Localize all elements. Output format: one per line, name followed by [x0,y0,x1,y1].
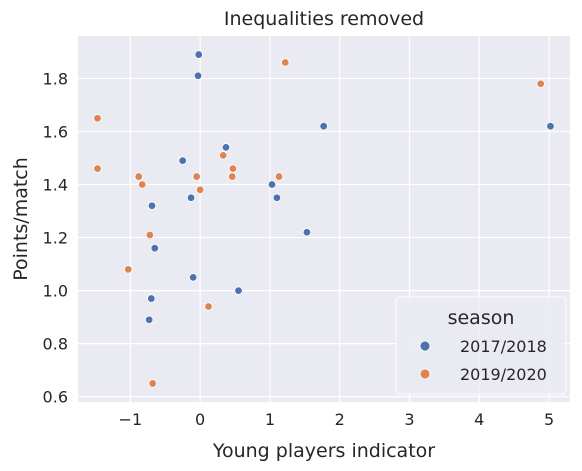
scatter-point-season-2017-2018 [193,71,203,80]
scatter-point-season-2019-2020 [195,185,205,195]
legend-box [395,296,567,395]
scatter-point-season-2019-2020 [204,302,213,311]
y-axis-label: Points/match [10,157,32,281]
x-tick-label: 3 [404,410,414,429]
scatter-point-season-2019-2020 [134,172,143,181]
scatter-point-season-2017-2018 [319,121,328,131]
scatter-point-season-2017-2018 [267,180,277,189]
x-tick-label: 4 [474,410,484,429]
y-tick-labels: 0.6 0.8 1.0 1.2 1.4 1.6 1.8 [43,69,68,406]
scatter-point-season-2019-2020 [218,151,228,160]
scatter-point-season-2019-2020 [148,379,157,388]
legend-marker [419,368,431,380]
x-axis-label: Young players indicator [212,440,435,462]
chart-title: Inequalities removed [224,8,424,30]
scatter-point-season-2019-2020 [228,164,238,173]
x-tick-label: 2 [335,410,345,429]
scatter-point-season-2019-2020 [145,230,155,240]
scatter-point-season-2019-2020 [192,172,201,181]
x-tick-labels: −1 0 1 2 3 4 5 [119,410,555,429]
y-tick-label: 1.4 [43,176,68,195]
grid-lines [78,36,570,402]
scatter-point-season-2019-2020 [93,114,102,123]
scatter-point-season-2019-2020 [228,172,237,181]
scatter-point-season-2017-2018 [188,273,198,282]
legend-marker [419,340,431,352]
y-tick-label: 0.6 [43,388,68,407]
legend: season 2017/2018 2019/2020 [395,296,567,395]
scatter-point-season-2019-2020 [536,79,545,88]
legend-label: 2019/2020 [460,365,547,384]
scatter-point-season-2019-2020 [281,58,290,67]
scatter-point-season-2017-2018 [272,193,282,202]
legend-label: 2017/2018 [460,337,547,356]
scatter-point-season-2017-2018 [144,315,154,324]
x-tick-label: 5 [544,410,554,429]
x-tick-label: 1 [265,410,275,429]
scatter-point-season-2017-2018 [147,201,157,210]
x-tick-label: −1 [119,410,143,429]
scatter-point-season-2017-2018 [302,228,312,237]
scatter-point-season-2017-2018 [178,156,187,165]
scatter-point-season-2017-2018 [186,193,196,202]
scatter-point-season-2017-2018 [194,50,203,59]
y-tick-label: 1.0 [43,282,68,301]
scatter-point-season-2019-2020 [274,172,284,181]
y-tick-label: 1.2 [43,229,68,248]
scatter-point-season-2017-2018 [234,286,243,295]
scatter-point-season-2019-2020 [124,265,133,274]
scatter-point-season-2017-2018 [150,243,159,253]
data-points [93,50,555,388]
y-tick-label: 0.8 [43,335,68,354]
y-tick-label: 1.8 [43,69,68,88]
scatter-point-season-2017-2018 [221,143,231,152]
scatter-point-season-2017-2018 [546,121,555,131]
scatter-point-season-2019-2020 [93,164,102,173]
scatter-point-season-2019-2020 [138,180,147,189]
legend-title: season [448,307,515,329]
x-tick-label: 0 [195,410,205,429]
scatter-point-season-2017-2018 [147,294,156,303]
y-tick-label: 1.6 [43,122,68,141]
